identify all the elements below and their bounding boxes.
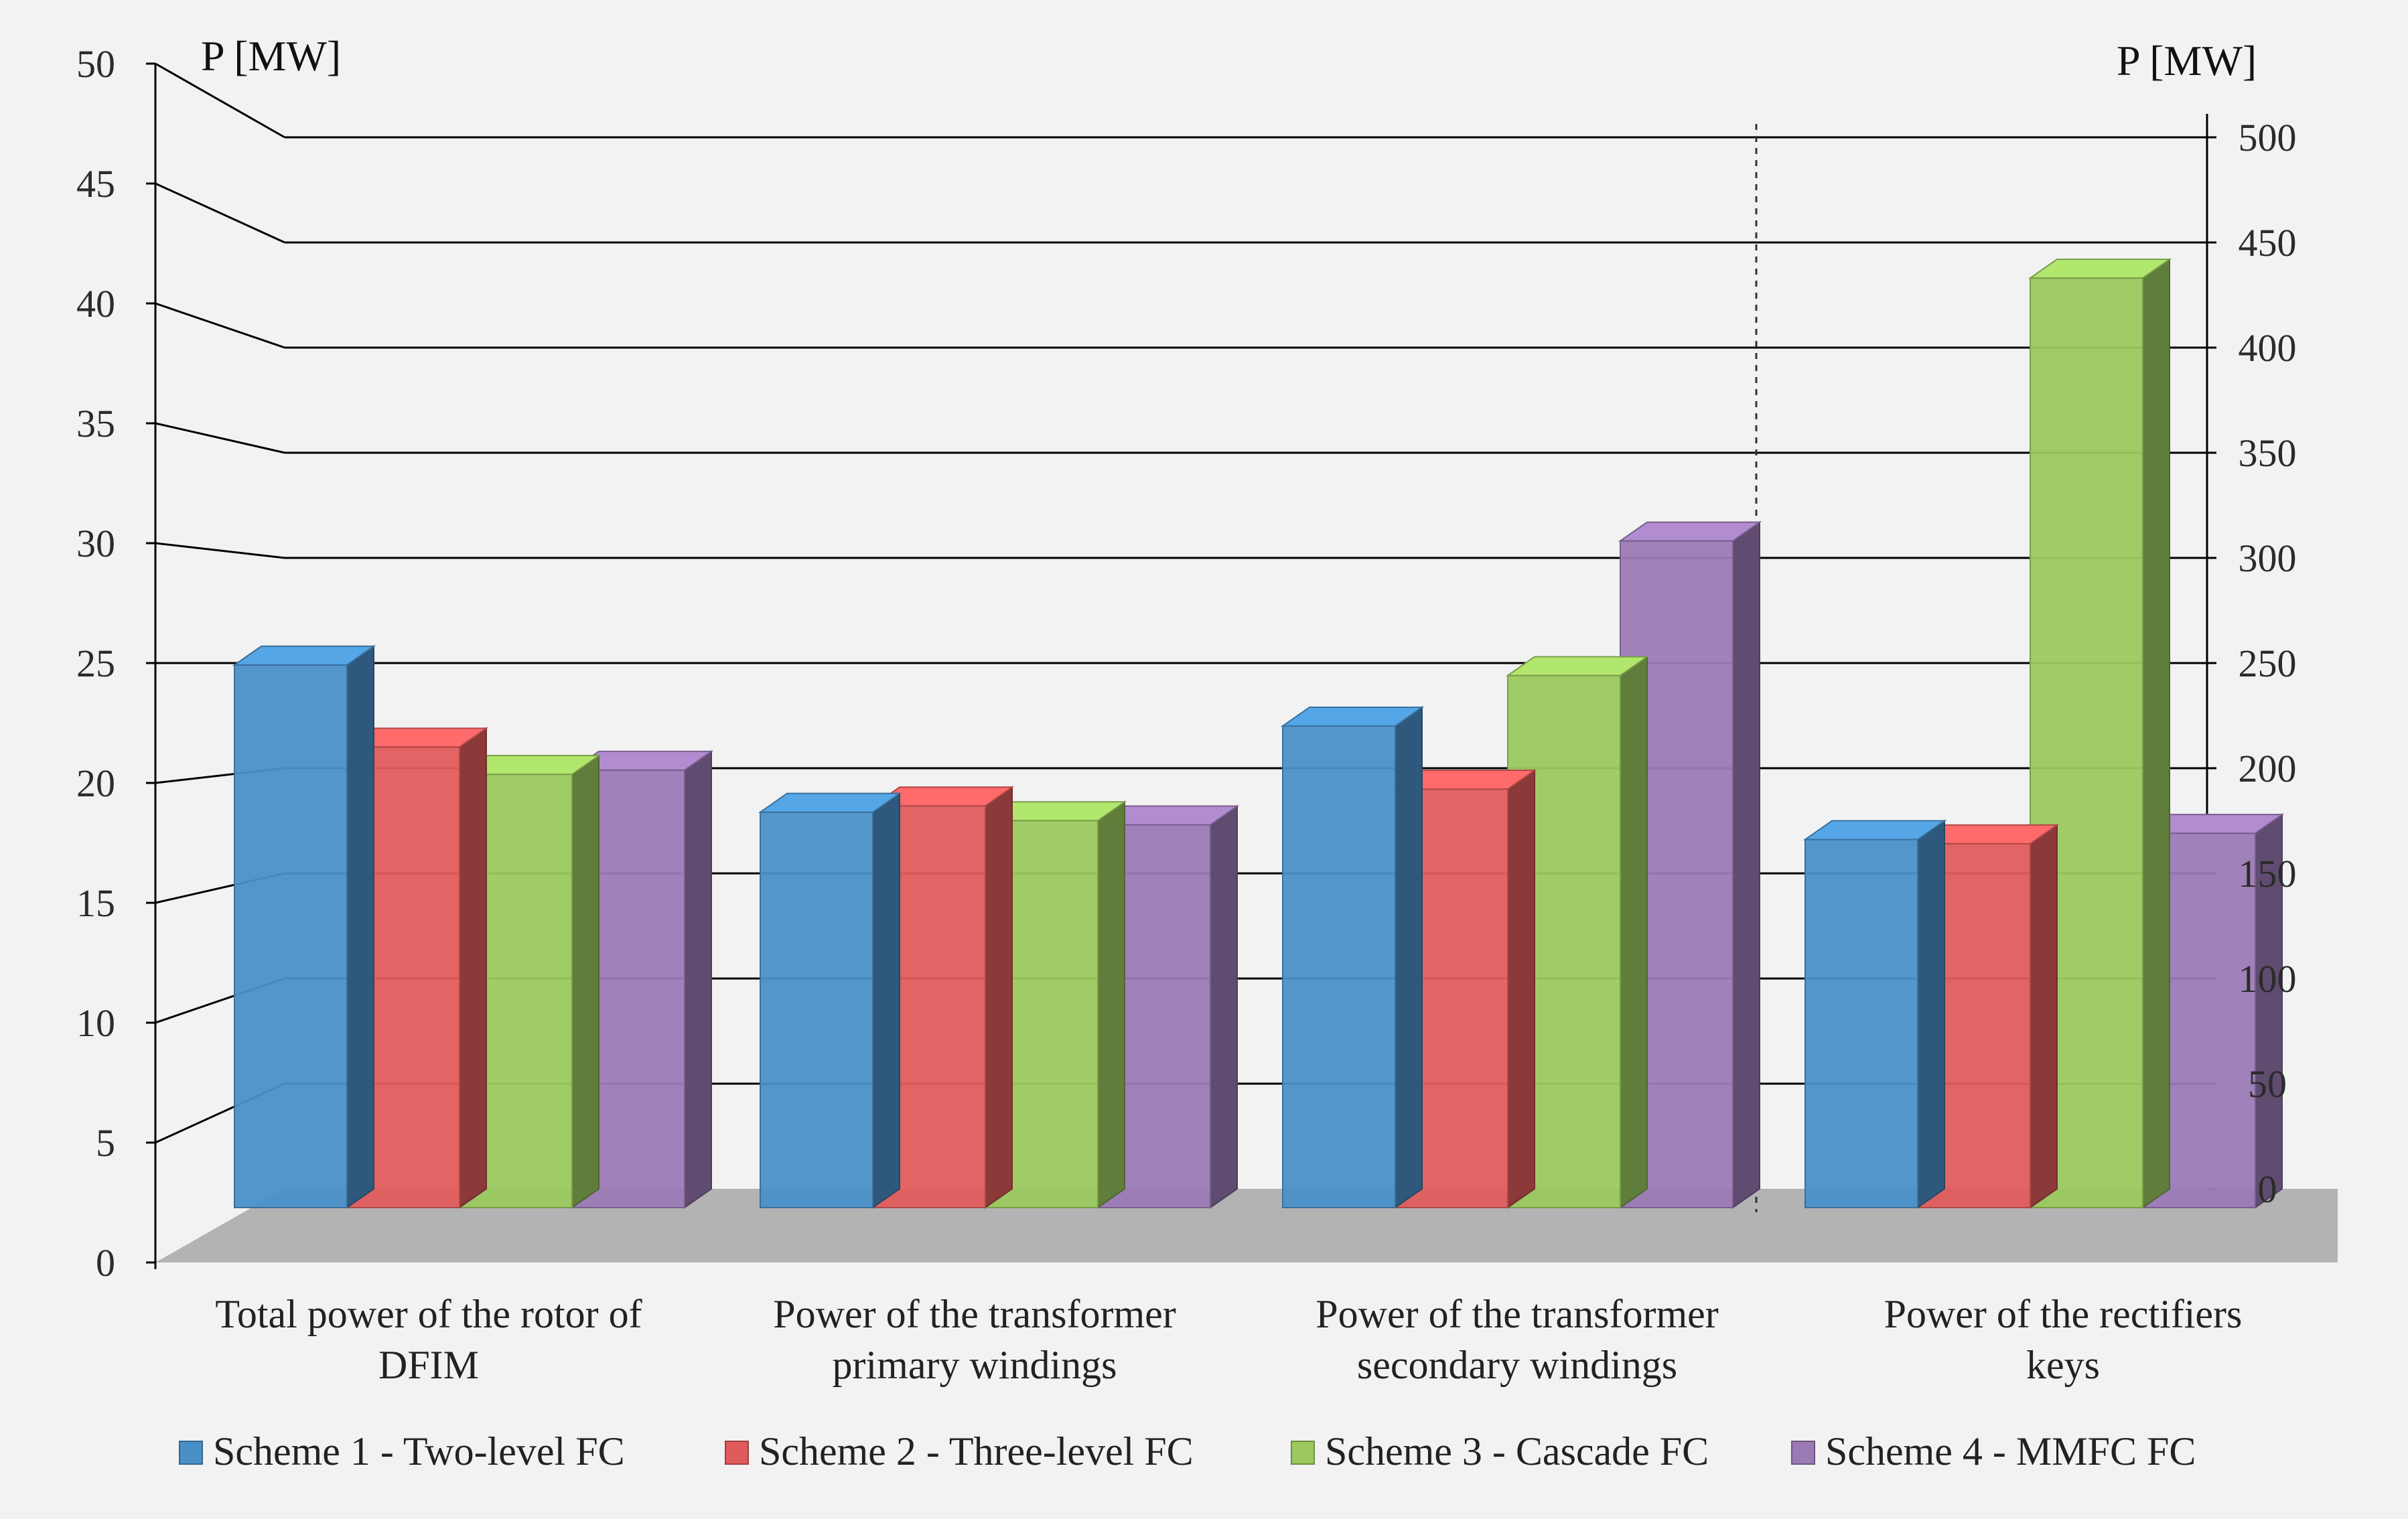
- bar: [1280, 706, 1425, 1209]
- legend-item: Scheme 1 - Two-level FC: [179, 1429, 625, 1473]
- legend-swatch: [1291, 1441, 1315, 1465]
- legend-label: Scheme 2 - Three-level FC: [759, 1429, 1194, 1473]
- legend-swatch: [179, 1441, 203, 1465]
- y-tick-label: 10: [76, 1001, 115, 1045]
- bar: [232, 644, 376, 1209]
- legend-item: Scheme 4 - MMFC FC: [1791, 1429, 2196, 1473]
- bar-top: [1802, 820, 1947, 841]
- primary-axis-label: P [MW]: [201, 32, 341, 80]
- y-tick-label: 40: [76, 282, 115, 326]
- y-tick-label: 15: [76, 881, 115, 925]
- bar-side: [1210, 804, 1238, 1209]
- category-label: secondary windings: [1357, 1343, 1677, 1387]
- y-tick-label: 5: [96, 1121, 115, 1165]
- grid-connector: [155, 422, 285, 454]
- secondary-y-tick-label: 250: [2239, 642, 2297, 685]
- bar: [1802, 819, 1947, 1209]
- secondary-y-tick-label: 450: [2239, 221, 2297, 265]
- category-label: Power of the transformer: [1316, 1292, 1718, 1336]
- bar-side: [1620, 655, 1648, 1209]
- category-label: Power of the rectifiers: [1884, 1292, 2243, 1336]
- y-tick-label: 50: [76, 42, 115, 86]
- secondary-y-tick-label: 200: [2239, 747, 2297, 790]
- y-tick-label: 25: [76, 642, 115, 685]
- secondary-y-tick-label: 300: [2239, 536, 2297, 580]
- legend-swatch: [1791, 1441, 1815, 1465]
- bar-side: [1097, 800, 1125, 1209]
- bar-side: [1917, 819, 1945, 1209]
- bar-top: [758, 792, 902, 813]
- bar-side: [2030, 823, 2058, 1209]
- bar-side: [2142, 258, 2170, 1209]
- secondary-axis-label: P [MW]: [2117, 37, 2257, 84]
- bar-top: [1280, 706, 1425, 727]
- secondary-y-tick-label: 0: [2258, 1167, 2277, 1211]
- bar-side: [346, 644, 374, 1209]
- category-label: DFIM: [378, 1343, 479, 1387]
- y-tick-label: 0: [96, 1241, 115, 1285]
- category-label: Total power of the rotor of: [215, 1292, 642, 1336]
- bar: [758, 792, 902, 1209]
- bar-side: [985, 786, 1013, 1209]
- grid-connector: [155, 62, 285, 139]
- grid-connector: [155, 302, 285, 349]
- legend-item: Scheme 2 - Three-level FC: [725, 1429, 1194, 1473]
- floor-plane: [155, 1189, 2338, 1262]
- bar-side: [684, 749, 712, 1209]
- bar-front: [760, 811, 873, 1209]
- y-tick-label: 20: [76, 762, 115, 805]
- labels: 0510152025303540455005010015020025030035…: [76, 32, 2297, 1387]
- bar-top: [232, 645, 376, 666]
- bar-side: [459, 727, 487, 1209]
- bar-top: [1618, 521, 1762, 542]
- secondary-y-tick-label: 150: [2239, 852, 2297, 895]
- secondary-y-tick-label: 50: [2248, 1062, 2287, 1106]
- legend-item: Scheme 3 - Cascade FC: [1291, 1429, 1709, 1473]
- y-tick-label: 45: [76, 162, 115, 206]
- bar: [2028, 258, 2172, 1209]
- category-label: keys: [2026, 1343, 2100, 1387]
- legend-label: Scheme 1 - Two-level FC: [213, 1429, 625, 1473]
- y-tick-label: 35: [76, 402, 115, 445]
- bars: [232, 258, 2285, 1209]
- bar-front: [1804, 839, 1918, 1208]
- secondary-y-tick-label: 100: [2239, 957, 2297, 1001]
- legend: Scheme 1 - Two-level FC Scheme 2 - Three-…: [179, 1429, 2196, 1473]
- legend-swatch: [725, 1441, 749, 1465]
- bar-top: [2028, 259, 2172, 279]
- bar-front: [234, 664, 348, 1208]
- secondary-y-tick-label: 400: [2239, 326, 2297, 370]
- legend-label: Scheme 3 - Cascade FC: [1325, 1429, 1709, 1473]
- category-label: Power of the transformer: [773, 1292, 1176, 1336]
- bar-side: [1395, 706, 1423, 1209]
- bar-side: [1732, 520, 1760, 1209]
- secondary-y-tick-label: 500: [2239, 116, 2297, 159]
- grid-connector: [155, 542, 285, 559]
- bar-side: [571, 754, 599, 1209]
- secondary-y-tick-label: 350: [2239, 431, 2297, 475]
- bar-side: [872, 792, 900, 1209]
- category-label: primary windings: [833, 1343, 1117, 1387]
- chart-floor: [155, 1189, 2338, 1262]
- bar-side: [1507, 769, 1535, 1209]
- bar-front: [1282, 725, 1396, 1208]
- grid-connector: [155, 182, 285, 244]
- y-tick-label: 30: [76, 522, 115, 565]
- legend-label: Scheme 4 - MMFC FC: [1825, 1429, 2196, 1473]
- bar-top: [1505, 656, 1650, 676]
